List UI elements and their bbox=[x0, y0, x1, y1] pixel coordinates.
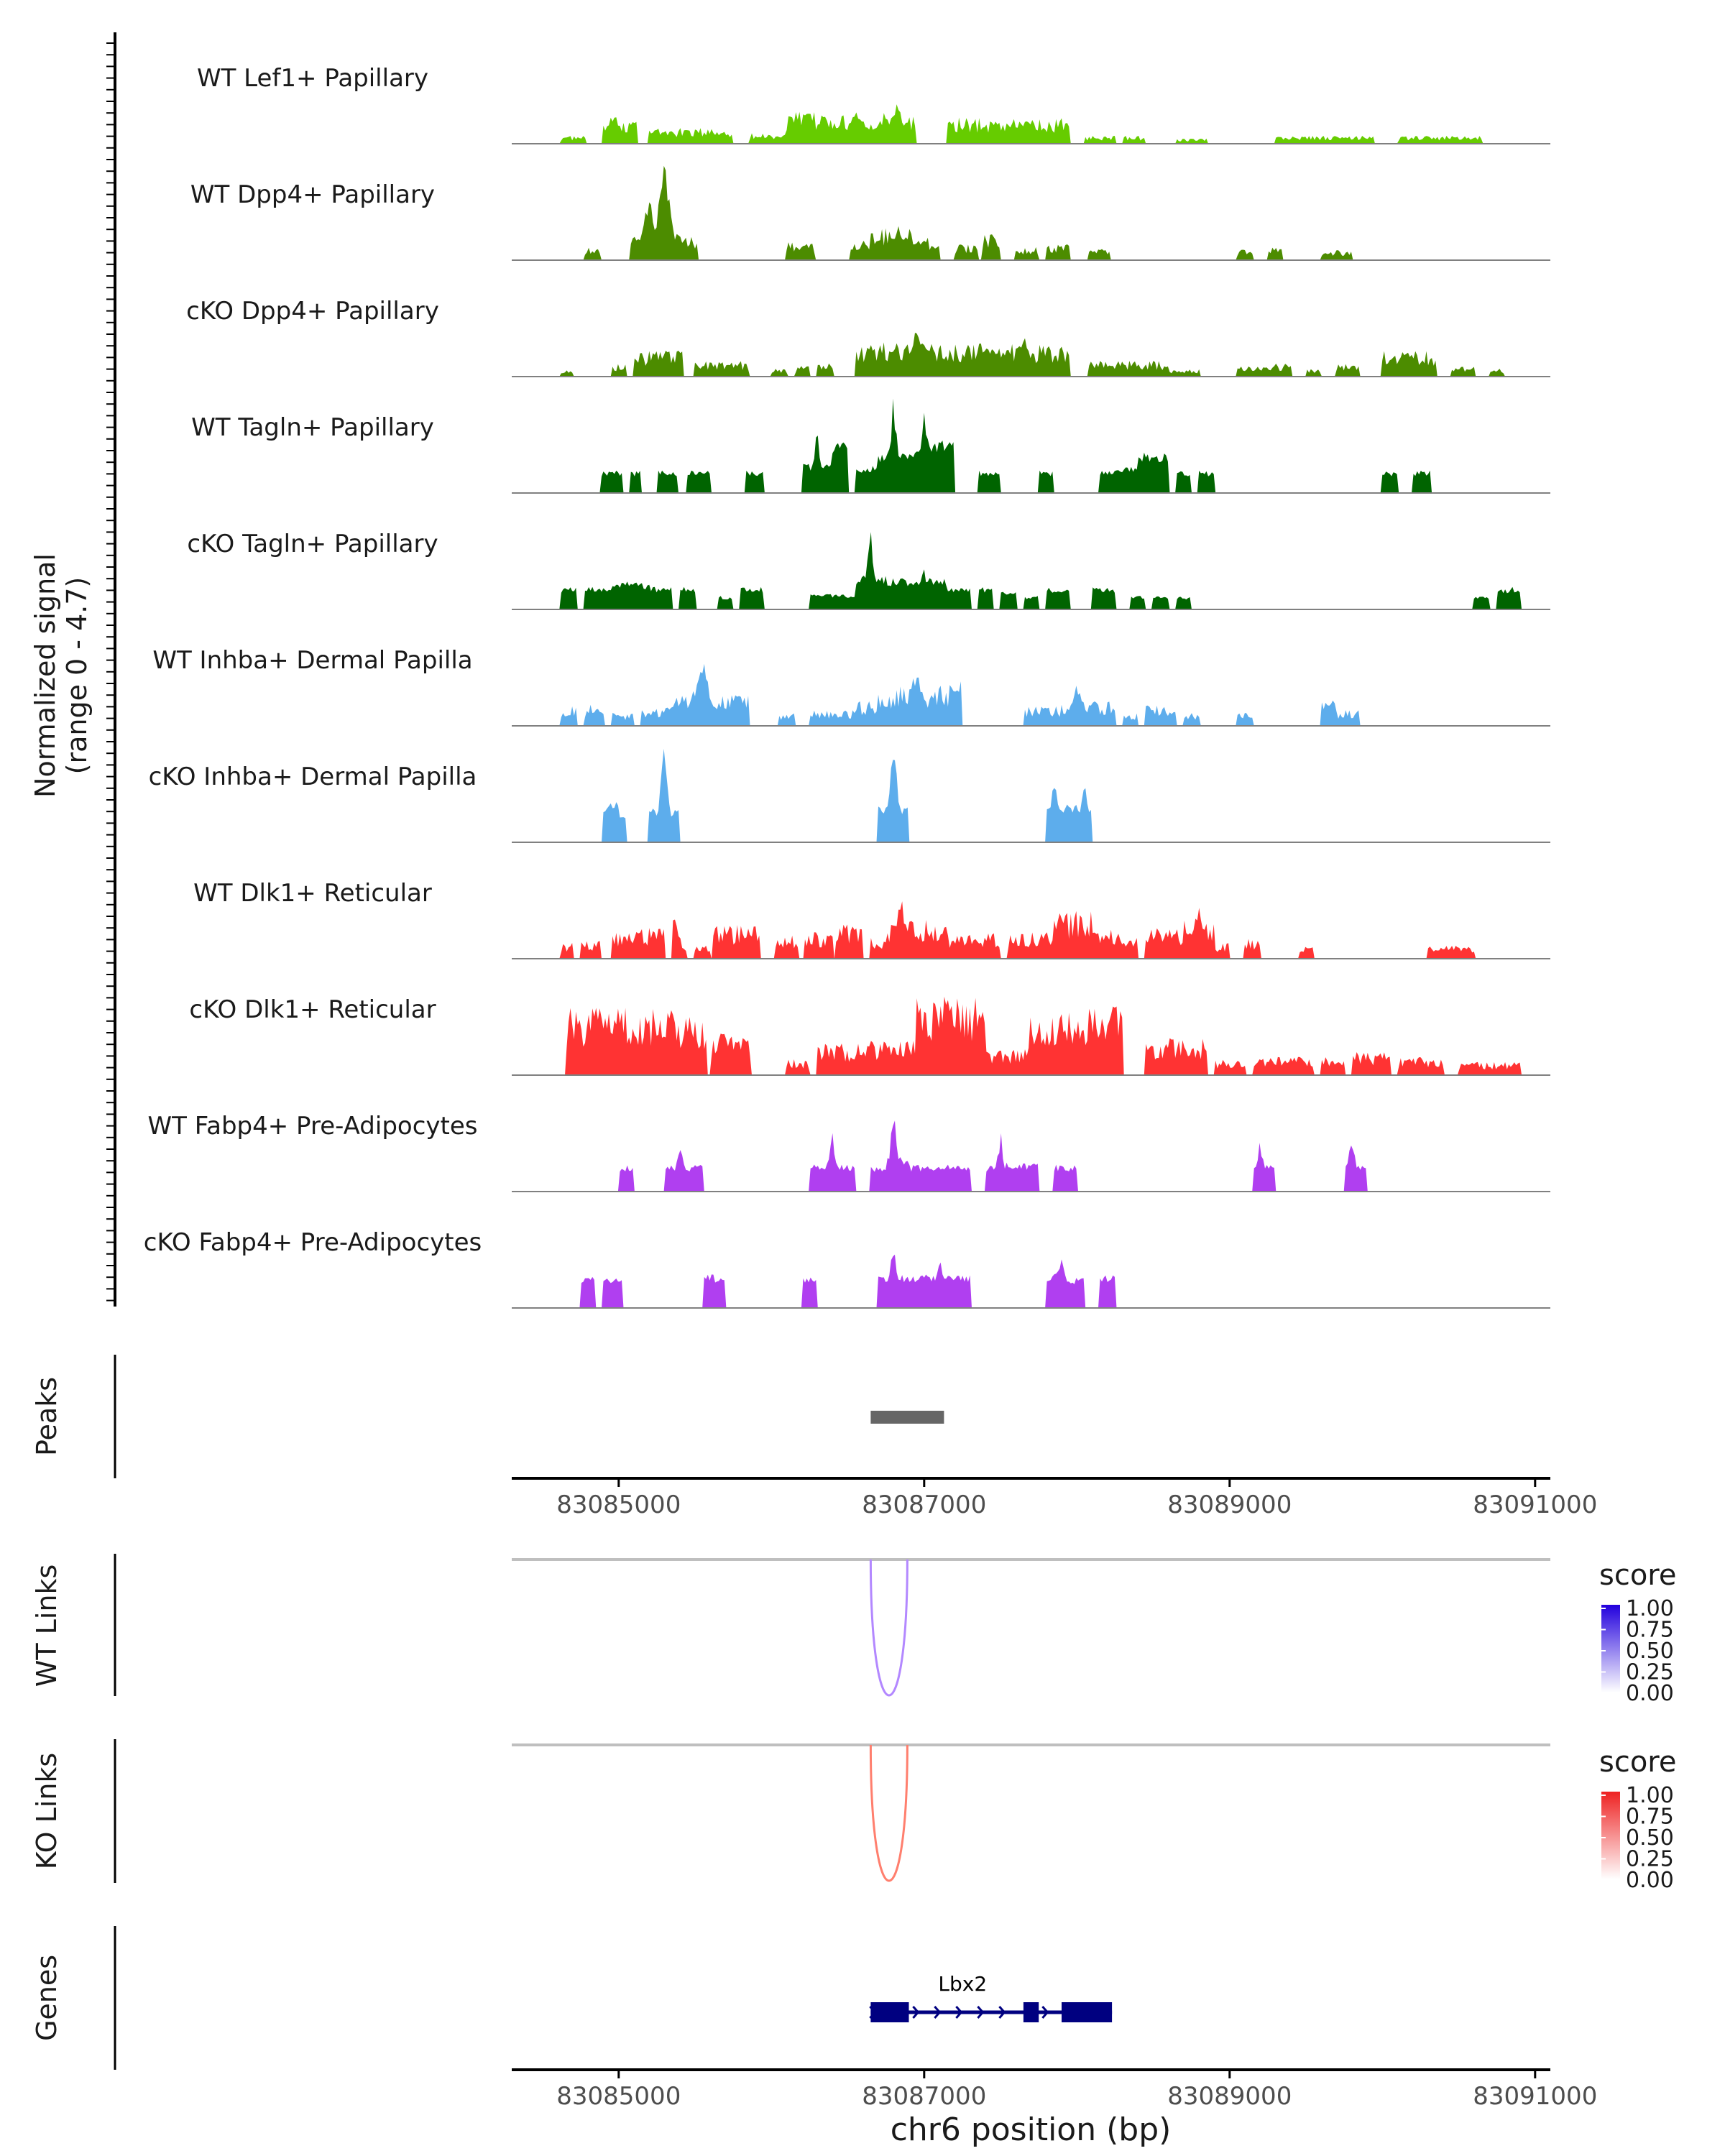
ko-legend-tick-label: 1.00 bbox=[1626, 1783, 1674, 1808]
gene-exon-1 bbox=[870, 2002, 909, 2022]
x-tick-label-bottom: 83089000 bbox=[1167, 2082, 1292, 2111]
gene-strand-arrow bbox=[998, 2006, 1006, 2019]
wt-legend-tick-label: 0.00 bbox=[1626, 1681, 1674, 1706]
wt-legend-tick-label: 0.25 bbox=[1626, 1660, 1674, 1685]
x-axis-title: chr6 position (bp) bbox=[891, 2111, 1172, 2148]
x-tick-label-top: 83089000 bbox=[1167, 1491, 1292, 1519]
wt-links-track: WT Links score 1.000.750.500.250.00 bbox=[31, 1554, 1676, 1706]
coverage-area-track-7 bbox=[512, 748, 1550, 842]
coverage-track-label-2: WT Dpp4+ Papillary bbox=[190, 180, 435, 209]
ko-legend-tick-label: 0.25 bbox=[1626, 1847, 1674, 1872]
coverage-track-label-11: cKO Fabp4+ Pre-Adipocytes bbox=[144, 1228, 482, 1257]
coverage-track-label-10: WT Fabp4+ Pre-Adipocytes bbox=[148, 1112, 478, 1141]
ko-score-colorbar bbox=[1601, 1792, 1620, 1879]
wt-link-arc bbox=[869, 1559, 908, 1697]
wt-legend-tick-label: 0.50 bbox=[1626, 1639, 1674, 1664]
x-tick-label-bottom: 83085000 bbox=[556, 2082, 681, 2111]
coverage-track-label-8: WT Dlk1+ Reticular bbox=[193, 879, 432, 908]
ko-legend-tick-label: 0.50 bbox=[1626, 1825, 1674, 1851]
coverage-ylabel: Normalized signal bbox=[29, 553, 61, 798]
genes-track: Genes Lbx2 bbox=[31, 1926, 1113, 2070]
x-tick-label-top: 83087000 bbox=[862, 1491, 986, 1519]
peaks-track: Peaks bbox=[31, 1355, 944, 1478]
ko-legend-title: score bbox=[1599, 1746, 1676, 1779]
gene-model bbox=[869, 2002, 1113, 2022]
coverage-track-label-1: WT Lef1+ Papillary bbox=[197, 64, 428, 93]
gene-exon-2 bbox=[1023, 2002, 1039, 2022]
x-tick-label-top: 83091000 bbox=[1473, 1491, 1597, 1519]
gene-strand-arrow bbox=[912, 2006, 920, 2019]
x-tick-label-bottom: 83091000 bbox=[1473, 2082, 1597, 2111]
x-tick-label-bottom: 83087000 bbox=[862, 2082, 986, 2111]
ko-legend-tick-label: 0.75 bbox=[1626, 1805, 1674, 1830]
wt-score-colorbar bbox=[1601, 1605, 1620, 1692]
wt-links-track-label: WT Links bbox=[31, 1565, 63, 1687]
coverage-area-track-11 bbox=[512, 1254, 1550, 1308]
wt-score-legend-ticks: 1.000.750.500.250.00 bbox=[1601, 1596, 1674, 1706]
x-axis-top: 83085000 83087000 83089000 83091000 bbox=[512, 1477, 1597, 1519]
x-axis-bottom: 83085000 83087000 83089000 83091000 bbox=[512, 2068, 1597, 2111]
wt-legend-title: score bbox=[1599, 1559, 1676, 1592]
gene-strand-arrow bbox=[1041, 2006, 1049, 2019]
coverage-track-label-5: cKO Tagln+ Papillary bbox=[187, 530, 438, 558]
gene-name-label: Lbx2 bbox=[938, 1972, 987, 1996]
ko-link-arc bbox=[869, 1744, 908, 1882]
coverage-area-track-10 bbox=[512, 1120, 1550, 1192]
coverage-area-track-8 bbox=[512, 901, 1550, 959]
ko-links-track-label: KO Links bbox=[31, 1753, 63, 1869]
gene-strand-arrow bbox=[955, 2006, 963, 2019]
ko-links-track: KO Links score 1.000.750.500.250.00 bbox=[31, 1739, 1676, 1893]
coverage-track-label-4: WT Tagln+ Papillary bbox=[191, 413, 434, 442]
coverage-tracks: WT Lef1+ Papillary WT Dpp4+ Papillary cKO … bbox=[106, 32, 1550, 1309]
gene-exon-3 bbox=[1062, 2002, 1113, 2022]
coverage-area-track-1 bbox=[512, 104, 1550, 144]
gene-strand-arrow bbox=[869, 2006, 877, 2019]
coverage-track-label-9: cKO Dlk1+ Reticular bbox=[189, 995, 436, 1024]
ko-score-legend-ticks: 1.000.750.500.250.00 bbox=[1601, 1783, 1674, 1893]
gene-strand-arrow bbox=[977, 2006, 985, 2019]
x-tick-label-top: 83085000 bbox=[556, 1491, 681, 1519]
peaks-track-label: Peaks bbox=[31, 1377, 63, 1456]
wt-legend-tick-label: 1.00 bbox=[1626, 1596, 1674, 1621]
coverage-area-track-4 bbox=[512, 398, 1550, 493]
genes-track-label: Genes bbox=[31, 1955, 63, 2041]
coverage-area-track-6 bbox=[512, 663, 1550, 726]
gene-strand-arrow bbox=[934, 2006, 942, 2019]
coverage-track-label-6: WT Inhba+ Dermal Papilla bbox=[152, 646, 472, 675]
coverage-track-label-7: cKO Inhba+ Dermal Papilla bbox=[149, 763, 477, 791]
ko-legend-tick-label: 0.00 bbox=[1626, 1868, 1674, 1893]
coverage-area-track-3 bbox=[512, 333, 1550, 377]
coverage-ylabel-range: (range 0 - 4.7) bbox=[61, 577, 93, 775]
wt-legend-tick-label: 0.75 bbox=[1626, 1618, 1674, 1643]
coverage-area-track-2 bbox=[512, 165, 1550, 260]
peak-region bbox=[870, 1411, 944, 1424]
coverage-area-track-5 bbox=[512, 532, 1550, 609]
coverage-track-label-3: cKO Dpp4+ Papillary bbox=[186, 297, 439, 326]
coverage-area-track-9 bbox=[512, 996, 1550, 1075]
